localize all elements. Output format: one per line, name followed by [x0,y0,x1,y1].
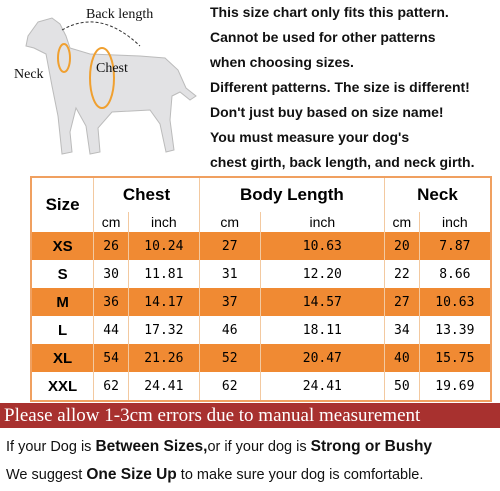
cell: 36 [93,288,129,316]
cell: 10.63 [259,232,385,260]
label: Chest [96,61,128,76]
note-text: If your Dog is [6,439,96,455]
notice-line: when choosing sizes. [210,54,354,70]
unit-row: cm inch cm inch cm inch [31,212,491,232]
header-cell: Size [30,177,94,232]
note-text: Between Sizes, [95,438,208,455]
header-row: Size Chest Body Length Neck [30,177,491,232]
notice-line: chest girth, back length, and neck girth… [210,154,475,170]
notice-line: Cannot be used for other patterns [210,29,436,45]
cell: 12.20 [259,260,385,288]
cell: 10.24 [127,232,200,260]
cell: 13.39 [418,316,491,344]
dog-silhouette [25,17,197,155]
note-text: Strong or Bushy [310,438,433,455]
size-table: Size Chest Body Length Neck cm inch cm inch cm in… [30,176,492,402]
notice-line: Don't just buy based on size name! [210,104,444,120]
cell: 8.66 [418,260,491,288]
label: Neck [14,67,44,82]
size-row: XS 26 10.24 27 10.63 20 7.87 [30,232,491,260]
size-row: XL 54 21.26 52 20.47 40 15.75 [30,344,491,372]
note-text: We suggest [6,467,87,483]
cell: 18.11 [259,316,385,344]
cell: 27 [383,288,420,316]
back-length-line [61,21,141,47]
note-text: One Size Up [86,466,177,483]
cell: 21.26 [127,344,200,372]
cell: 11.81 [127,260,200,288]
unit-cell: cm [198,212,261,232]
unit-cell: cm [383,212,420,232]
cell: 22 [383,260,420,288]
size-row: L 44 17.32 46 18.11 34 13.39 [30,316,491,344]
header-cell: Chest [93,177,200,212]
unit-cell: cm [93,212,129,232]
cell: 62 [198,372,261,401]
cell: 14.57 [259,288,385,316]
unit-cell: inch [127,212,200,232]
cell: 37 [198,288,261,316]
cell: 50 [383,372,420,401]
cell: 34 [383,316,420,344]
cell: 46 [198,316,261,344]
cell: 24.41 [127,372,200,401]
cell: XS [30,232,94,260]
neck-ring [57,43,71,73]
label: Back length [86,7,153,22]
cell: 24.41 [259,372,385,401]
note-text: to make sure your dog is comfortable. [176,467,424,483]
unit-cell: inch [418,212,491,232]
cell: 27 [198,232,261,260]
notice-line: Different patterns. The size is differen… [210,79,470,95]
size-row: S 30 11.81 31 12.20 22 8.66 [30,260,491,288]
note-line: We suggest One Size Up to make sure your… [6,466,423,484]
cell: 40 [383,344,420,372]
cell: 19.69 [418,372,491,401]
cell: XXL [30,372,94,401]
cell: 20 [383,232,420,260]
cell: 7.87 [418,232,491,260]
cell: 54 [93,344,129,372]
cell: M [30,288,94,316]
size-row: M 36 14.17 37 14.57 27 10.63 [30,288,491,316]
dog-diagram: Back length Chest Neck [14,7,197,155]
chest-ring [89,47,115,109]
cell: 44 [93,316,129,344]
unit-cell: inch [259,212,385,232]
note-line: If your Dog is Between Sizes,or if your … [6,438,432,456]
cell: 17.32 [127,316,200,344]
cell: 52 [198,344,261,372]
cell: 20.47 [259,344,385,372]
header-cell: Neck [383,177,491,212]
notice-line: This size chart only fits this pattern. [210,4,449,20]
banner: Please allow 1-3cm errors due to manual … [0,403,500,428]
cell: L [30,316,94,344]
cell: 62 [93,372,129,401]
cell: 26 [93,232,129,260]
note-text: or if your dog is [207,439,311,455]
cell: 10.63 [418,288,491,316]
cell: 15.75 [418,344,491,372]
cell: XL [30,344,94,372]
header-cell: Body Length [198,177,385,212]
notice-line: You must measure your dog's [210,129,410,145]
cell: 31 [198,260,261,288]
size-row: XXL 62 24.41 62 24.41 50 19.69 [30,372,491,401]
cell: 14.17 [127,288,200,316]
cell: S [30,260,94,288]
cell: 30 [93,260,129,288]
notice: This size chart only fits this pattern. C… [210,0,475,175]
